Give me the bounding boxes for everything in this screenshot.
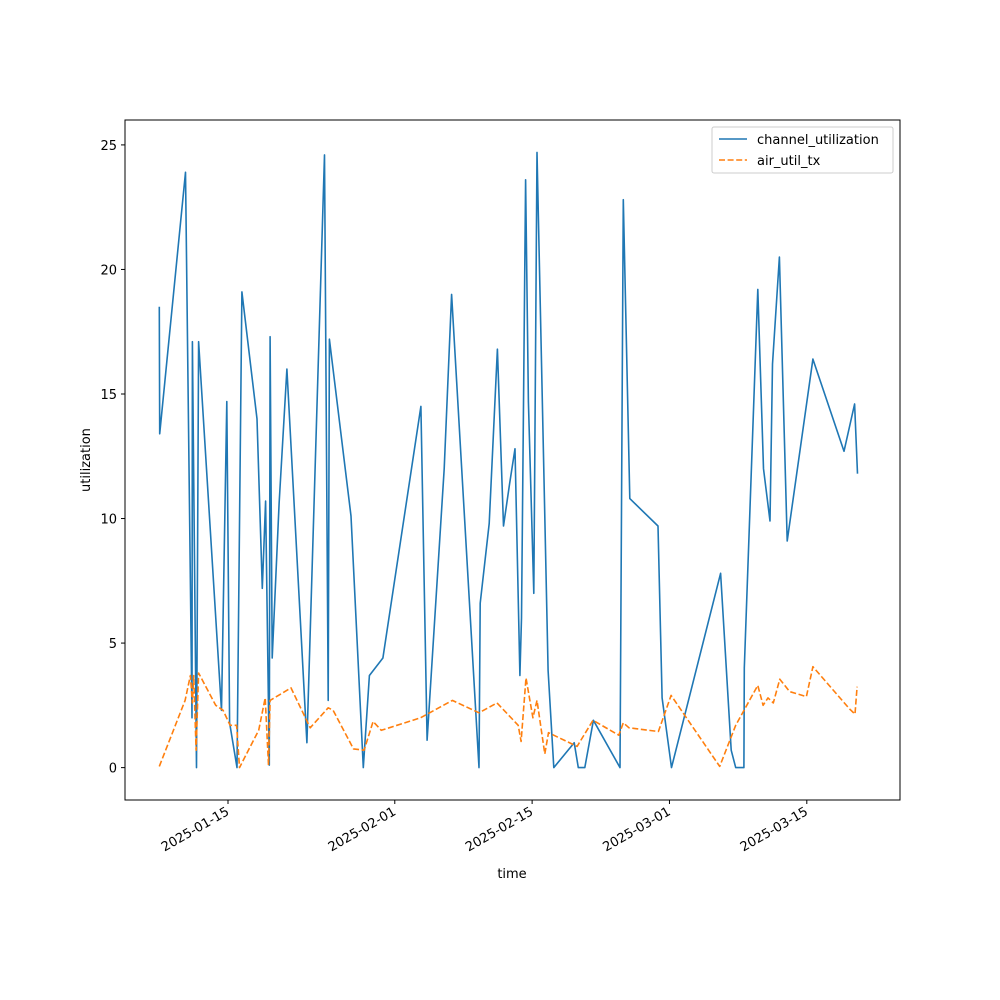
plot-frame: [124, 119, 901, 801]
y-tick-label: 25: [100, 139, 117, 154]
legend-label-channel-utilization: channel_utilization: [757, 133, 879, 148]
y-tick-label: 5: [109, 637, 117, 652]
y-axis-label: utilization: [79, 428, 94, 492]
y-axis: 0 5 10 15 20 25: [100, 139, 125, 777]
legend-box: [711, 126, 894, 174]
y-tick-label: 15: [100, 388, 117, 403]
y-tick-label: 0: [109, 762, 117, 777]
legend-label-air-util-tx: air_util_tx: [757, 154, 821, 169]
series-layer: [158, 151, 859, 769]
y-tick-label: 20: [100, 263, 117, 278]
y-tick-label: 10: [100, 513, 117, 528]
series-line-channel-utilization: [158, 151, 859, 769]
legend: channel_utilization air_util_tx: [711, 126, 894, 174]
x-axis-label: time: [497, 867, 526, 882]
series-line-air-util-tx: [158, 665, 858, 769]
